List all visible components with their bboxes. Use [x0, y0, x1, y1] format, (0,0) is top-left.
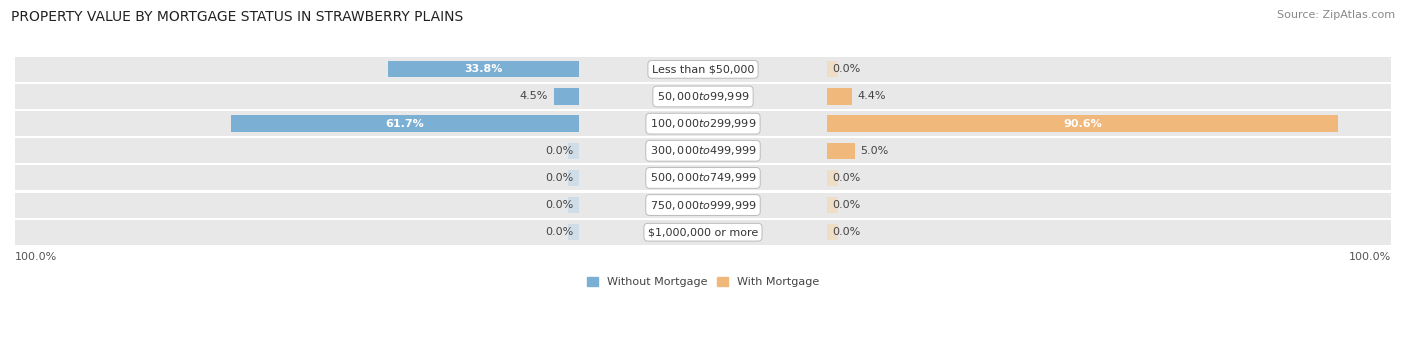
- Bar: [554, 88, 579, 105]
- Bar: [15, 84, 1391, 109]
- Legend: Without Mortgage, With Mortgage: Without Mortgage, With Mortgage: [582, 273, 824, 292]
- Bar: [568, 197, 579, 213]
- Bar: [15, 138, 1391, 163]
- Bar: [15, 111, 1391, 136]
- Text: $50,000 to $99,999: $50,000 to $99,999: [657, 90, 749, 103]
- Bar: [827, 224, 838, 240]
- Bar: [568, 143, 579, 159]
- Text: Source: ZipAtlas.com: Source: ZipAtlas.com: [1277, 10, 1395, 20]
- Text: $500,000 to $749,999: $500,000 to $749,999: [650, 171, 756, 184]
- Text: 4.4%: 4.4%: [858, 91, 886, 102]
- Bar: [231, 116, 579, 132]
- Text: 61.7%: 61.7%: [385, 119, 425, 129]
- Text: Less than $50,000: Less than $50,000: [652, 64, 754, 74]
- Text: 100.0%: 100.0%: [15, 252, 58, 262]
- Bar: [827, 61, 838, 78]
- Bar: [827, 116, 1339, 132]
- Text: 4.5%: 4.5%: [520, 91, 548, 102]
- Bar: [15, 166, 1391, 190]
- Bar: [827, 197, 838, 213]
- Text: 5.0%: 5.0%: [860, 146, 889, 156]
- Text: 0.0%: 0.0%: [546, 227, 574, 237]
- Bar: [827, 88, 852, 105]
- Text: 0.0%: 0.0%: [546, 200, 574, 210]
- Text: 0.0%: 0.0%: [546, 173, 574, 183]
- Text: 90.6%: 90.6%: [1063, 119, 1102, 129]
- Text: 100.0%: 100.0%: [1348, 252, 1391, 262]
- Bar: [827, 143, 855, 159]
- Bar: [15, 57, 1391, 82]
- Text: 0.0%: 0.0%: [832, 200, 860, 210]
- Text: 0.0%: 0.0%: [546, 146, 574, 156]
- Text: 0.0%: 0.0%: [832, 227, 860, 237]
- Bar: [827, 170, 838, 186]
- Text: 33.8%: 33.8%: [464, 64, 503, 74]
- Bar: [388, 61, 579, 78]
- Text: $1,000,000 or more: $1,000,000 or more: [648, 227, 758, 237]
- Bar: [15, 192, 1391, 218]
- Text: $750,000 to $999,999: $750,000 to $999,999: [650, 199, 756, 211]
- Text: $300,000 to $499,999: $300,000 to $499,999: [650, 144, 756, 157]
- Text: PROPERTY VALUE BY MORTGAGE STATUS IN STRAWBERRY PLAINS: PROPERTY VALUE BY MORTGAGE STATUS IN STR…: [11, 10, 464, 24]
- Bar: [568, 224, 579, 240]
- Text: 0.0%: 0.0%: [832, 64, 860, 74]
- Bar: [568, 170, 579, 186]
- Text: $100,000 to $299,999: $100,000 to $299,999: [650, 117, 756, 130]
- Text: 0.0%: 0.0%: [832, 173, 860, 183]
- Bar: [15, 220, 1391, 245]
